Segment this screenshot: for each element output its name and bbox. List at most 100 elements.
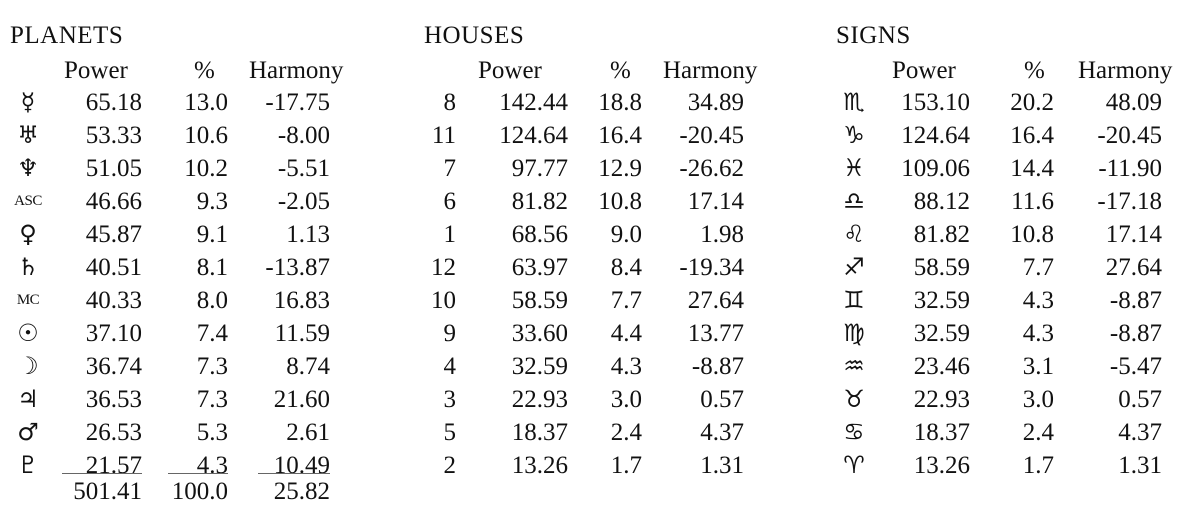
planet-power: 40.33: [85, 287, 142, 314]
planet-percent: 5.3: [196, 419, 228, 446]
sign-percent: 14.4: [1010, 155, 1054, 182]
planet-symbol-icon: ☽: [17, 352, 39, 380]
planet-harmony: 2.61: [286, 419, 330, 446]
zodiac-sign-icon: ♒: [843, 352, 865, 380]
sign-harmony: 48.09: [1105, 89, 1162, 116]
houses-header-power: Power: [478, 57, 542, 84]
house-percent: 1.7: [610, 452, 642, 479]
house-number: 7: [443, 155, 457, 182]
house-power: 81.82: [511, 188, 568, 215]
sign-power: 124.64: [901, 122, 970, 149]
houses-row: 12 63.97 8.4 -19.34: [414, 251, 794, 284]
planet-symbol-icon: ♄: [17, 253, 39, 281]
houses-title: HOUSES: [424, 22, 525, 49]
sign-power: 81.82: [913, 221, 970, 248]
houses-row: 7 97.77 12.9 -26.62: [414, 152, 794, 185]
sign-harmony: -11.90: [1098, 155, 1162, 182]
house-harmony: 4.37: [700, 419, 744, 446]
house-number: 6: [443, 188, 457, 215]
zodiac-sign-icon: ♍: [843, 319, 865, 347]
planet-power: 65.18: [85, 89, 142, 116]
planet-symbol-icon: ♅: [17, 121, 39, 149]
planets-row: ☉ 37.10 7.4 11.59: [0, 317, 380, 350]
planets-row: ♂ 26.53 5.3 2.61: [0, 416, 380, 449]
zodiac-sign-icon: ♎: [843, 187, 865, 215]
houses-row: 10 58.59 7.7 27.64: [414, 284, 794, 317]
signs-row: ♍ 32.59 4.3 -8.87: [826, 317, 1200, 350]
sign-harmony: -8.87: [1109, 320, 1162, 347]
planet-power: 40.51: [85, 254, 142, 281]
house-number: 11: [431, 122, 456, 149]
planets-total-percent: 100.0: [171, 478, 228, 505]
sign-power: 13.26: [913, 452, 970, 479]
sign-percent: 3.1: [1022, 353, 1054, 380]
sign-power: 153.10: [901, 89, 970, 116]
planet-power: 37.10: [85, 320, 142, 347]
planet-harmony: 11.59: [274, 320, 330, 347]
houses-row: 5 18.37 2.4 4.37: [414, 416, 794, 449]
planet-symbol-icon: ASC: [14, 193, 42, 209]
house-power: 58.59: [511, 287, 568, 314]
planets-harmony-total-rule: [258, 473, 330, 474]
planet-harmony: 8.74: [286, 353, 330, 380]
planets-percent-total-rule: [168, 473, 228, 474]
house-harmony: 1.98: [700, 221, 744, 248]
sign-percent: 4.3: [1022, 320, 1054, 347]
sign-power: 58.59: [913, 254, 970, 281]
sign-power: 109.06: [901, 155, 970, 182]
house-power: 97.77: [511, 155, 568, 182]
planet-power: 36.74: [85, 353, 142, 380]
zodiac-sign-icon: ♑: [843, 121, 865, 149]
planet-symbol-icon: ♃: [17, 385, 39, 413]
signs-header-harmony: Harmony: [1078, 57, 1173, 84]
planets-row: ♅ 53.33 10.6 -8.00: [0, 119, 380, 152]
houses-row: 9 33.60 4.4 13.77: [414, 317, 794, 350]
planet-symbol-icon: MC: [16, 292, 40, 308]
sign-percent: 16.4: [1010, 122, 1054, 149]
planet-harmony: 10.49: [273, 452, 330, 479]
planet-percent: 7.3: [196, 353, 228, 380]
sign-harmony: 27.64: [1105, 254, 1162, 281]
house-harmony: 34.89: [687, 89, 744, 116]
sign-harmony: 0.57: [1118, 386, 1162, 413]
planets-row: ♃ 36.53 7.3 21.60: [0, 383, 380, 416]
planets-row: ♄ 40.51 8.1 -13.87: [0, 251, 380, 284]
house-percent: 18.8: [598, 89, 642, 116]
house-percent: 16.4: [598, 122, 642, 149]
house-number: 10: [431, 287, 456, 314]
house-percent: 7.7: [610, 287, 642, 314]
planets-title: PLANETS: [10, 22, 124, 49]
planet-harmony: 1.13: [286, 221, 330, 248]
house-percent: 12.9: [598, 155, 642, 182]
planets-row: ♆ 51.05 10.2 -5.51: [0, 152, 380, 185]
house-number: 4: [443, 353, 457, 380]
house-harmony: 13.77: [687, 320, 744, 347]
zodiac-sign-icon: ♏: [843, 88, 865, 116]
sign-percent: 2.4: [1022, 419, 1054, 446]
planet-percent: 4.3: [196, 452, 228, 479]
sign-harmony: -5.47: [1109, 353, 1162, 380]
signs-row: ♑ 124.64 16.4 -20.45: [826, 119, 1200, 152]
house-number: 3: [443, 386, 457, 413]
planet-harmony: -8.00: [277, 122, 330, 149]
planets-totals-row: 501.41 100.0 25.82: [0, 475, 380, 508]
planet-percent: 9.1: [196, 221, 228, 248]
sign-percent: 3.0: [1022, 386, 1054, 413]
planet-power: 21.57: [85, 452, 142, 479]
houses-row: 6 81.82 10.8 17.14: [414, 185, 794, 218]
planets-row: ASC 46.66 9.3 -2.05: [0, 185, 380, 218]
planet-symbol-icon: ♀: [19, 220, 37, 248]
houses-row: 1 68.56 9.0 1.98: [414, 218, 794, 251]
houses-header-harmony: Harmony: [663, 57, 758, 84]
house-percent: 10.8: [598, 188, 642, 215]
signs-row: ♌ 81.82 10.8 17.14: [826, 218, 1200, 251]
signs-row: ♎ 88.12 11.6 -17.18: [826, 185, 1200, 218]
house-power: 13.26: [511, 452, 568, 479]
signs-row: ♓ 109.06 14.4 -11.90: [826, 152, 1200, 185]
house-number: 8: [443, 89, 457, 116]
sign-power: 32.59: [913, 287, 970, 314]
planet-harmony: 16.83: [273, 287, 330, 314]
planet-symbol-icon: ☉: [17, 319, 39, 347]
planet-percent: 10.2: [184, 155, 228, 182]
zodiac-sign-icon: ♉: [843, 385, 865, 413]
